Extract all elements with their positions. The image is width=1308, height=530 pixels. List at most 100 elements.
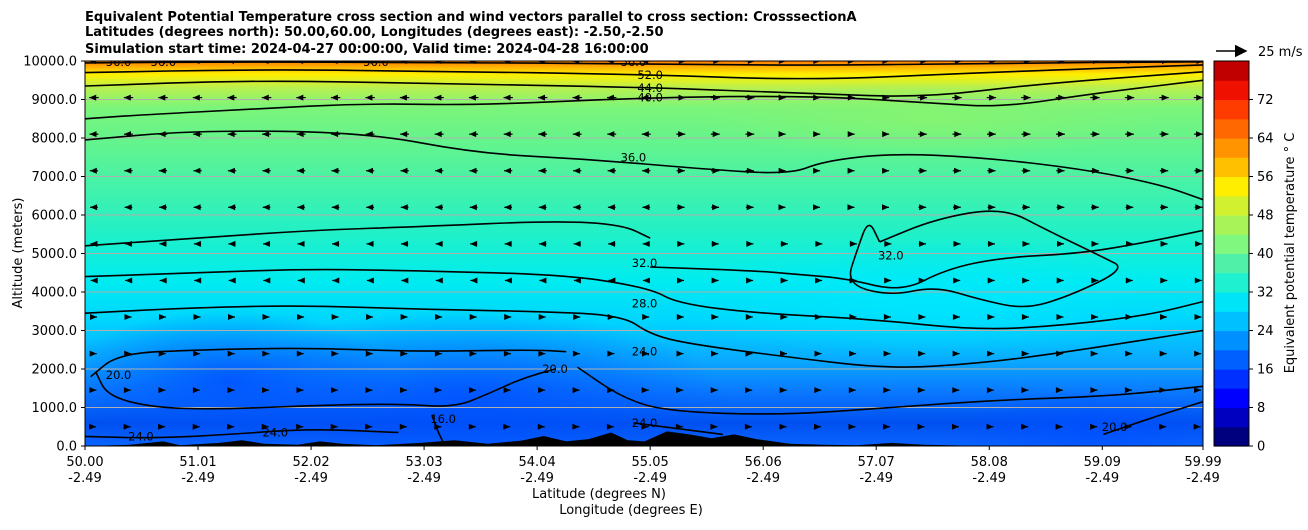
- wind-arrow-head: [1021, 350, 1029, 357]
- colorbar-band: [1214, 272, 1249, 293]
- wind-arrow-head: [399, 61, 407, 64]
- contour-line-44: [85, 71, 1203, 97]
- y-tick-label: 9000.0: [32, 93, 78, 108]
- contour-label: 32.0: [878, 248, 904, 262]
- x-tick-label-longitude: -2.49: [1186, 471, 1220, 486]
- wind-arrow-head: [331, 387, 338, 394]
- wind-arrow-head: [125, 277, 133, 284]
- wind-arrow-head: [608, 277, 616, 284]
- wind-arrow-head: [641, 131, 649, 138]
- wind-arrow-head: [90, 277, 98, 284]
- x-tick-label-latitude: 56.06: [745, 455, 782, 470]
- wind-arrow-head: [986, 423, 994, 430]
- x-axis-ticks: 50.00-2.4951.01-2.4952.02-2.4953.03-2.49…: [66, 446, 1222, 486]
- wind-arrow-head: [330, 423, 338, 430]
- wind-arrow-head: [1090, 350, 1098, 357]
- wind-arrow-head: [744, 423, 752, 430]
- colorbar-band: [1214, 426, 1249, 447]
- contour-label: 24.0: [262, 426, 288, 440]
- y-tick-label: 7000.0: [32, 170, 78, 185]
- wind-arrow-head: [262, 131, 270, 138]
- wind-arrow-head: [227, 94, 235, 101]
- wind-arrow-head: [1056, 314, 1064, 321]
- wind-arrow-head: [263, 277, 271, 284]
- wind-arrow-head: [158, 94, 166, 101]
- colorbar-band: [1214, 99, 1249, 120]
- wind-arrow-head: [1161, 131, 1169, 138]
- wind-arrow-head: [712, 131, 720, 138]
- wind-arrow-head: [192, 94, 200, 101]
- wind-arrow-head: [953, 240, 961, 247]
- wind-arrow-head: [778, 131, 786, 138]
- x-tick-label-latitude: 52.02: [292, 455, 329, 470]
- wind-arrow-head: [1057, 167, 1065, 174]
- wind-arrow-head: [1124, 423, 1132, 430]
- wind-arrow-head: [1057, 240, 1064, 247]
- wind-arrow-head: [332, 240, 339, 247]
- wind-arrow-head: [296, 350, 304, 357]
- wind-arrow-head: [1125, 314, 1133, 321]
- wind-arrow-head: [607, 167, 615, 174]
- plot-area: 56.0 56.0 56.0 56.052.044.040.036.032.032.0…: [85, 55, 1203, 446]
- wind-arrow-head: [678, 131, 686, 138]
- y-tick-label: 5000.0: [32, 247, 78, 262]
- wind-arrow-head: [884, 277, 892, 284]
- wind-arrow-head: [1022, 204, 1030, 211]
- wind-arrow-head: [468, 423, 476, 430]
- colorbar-band: [1214, 80, 1249, 101]
- wind-arrow-head: [331, 131, 339, 138]
- x-tick-label-longitude: -2.49: [859, 471, 893, 486]
- wind-arrow-head: [606, 423, 614, 430]
- wind-arrow-head: [847, 131, 855, 138]
- wind-arrow-head: [503, 131, 511, 138]
- wind-arrow-head: [89, 61, 96, 64]
- wind-arrow-head: [814, 314, 822, 321]
- x-tick-label-longitude: -2.49: [407, 471, 441, 486]
- wind-arrow-head: [470, 277, 478, 284]
- wind-arrow-head: [366, 240, 374, 247]
- wind-arrow-head: [712, 204, 720, 211]
- wind-arrow-head: [849, 240, 857, 247]
- wind-arrow-head: [746, 204, 754, 211]
- wind-arrow-head: [988, 204, 996, 211]
- contour-line-36: [85, 130, 1203, 201]
- contour-line-32: [85, 221, 651, 247]
- colorbar-band: [1214, 195, 1249, 216]
- wind-arrow-head: [1196, 94, 1203, 101]
- wind-arrow-head: [607, 131, 615, 138]
- wind-arrow-head: [1160, 204, 1168, 211]
- contour-label: 56.0: [106, 55, 132, 69]
- wind-arrow-head: [677, 167, 685, 174]
- wind-arrow-head: [920, 61, 928, 64]
- colorbar-tick-label: 48: [1257, 209, 1274, 224]
- colorbar: [1214, 61, 1249, 447]
- colorbar-band: [1214, 311, 1249, 332]
- wind-arrow-head: [1022, 240, 1030, 247]
- wind-arrow-head: [159, 240, 167, 247]
- wind-arrow-head: [503, 94, 511, 101]
- wind-arrow-head: [1092, 131, 1100, 138]
- wind-arrow-head: [90, 204, 98, 211]
- wind-arrow-head: [1126, 240, 1134, 247]
- wind-arrow-head: [710, 423, 718, 430]
- wind-arrow-head: [814, 387, 822, 394]
- colorbar-band: [1214, 176, 1249, 197]
- wind-arrow-head: [848, 387, 856, 394]
- wind-arrow-head: [296, 423, 304, 430]
- colorbar-band: [1214, 349, 1249, 370]
- colorbar-tick-label: 64: [1257, 132, 1274, 147]
- wind-arrow-head: [919, 240, 926, 247]
- wind-arrow-head: [296, 167, 304, 174]
- contour-line-24: [633, 422, 723, 436]
- terrain: [85, 431, 1203, 446]
- wind-arrow-head: [1125, 350, 1133, 357]
- contour-line-20: [90, 347, 567, 378]
- x-tick-label-longitude: -2.49: [972, 471, 1006, 486]
- wind-arrow-head: [987, 314, 995, 321]
- colorbar-band: [1214, 118, 1249, 139]
- contour-line-20: [1103, 400, 1203, 436]
- wind-arrow-head: [504, 167, 511, 174]
- wind-arrow-head: [435, 314, 443, 321]
- wind-arrow-head: [538, 94, 545, 101]
- wind-arrow-head: [919, 167, 927, 174]
